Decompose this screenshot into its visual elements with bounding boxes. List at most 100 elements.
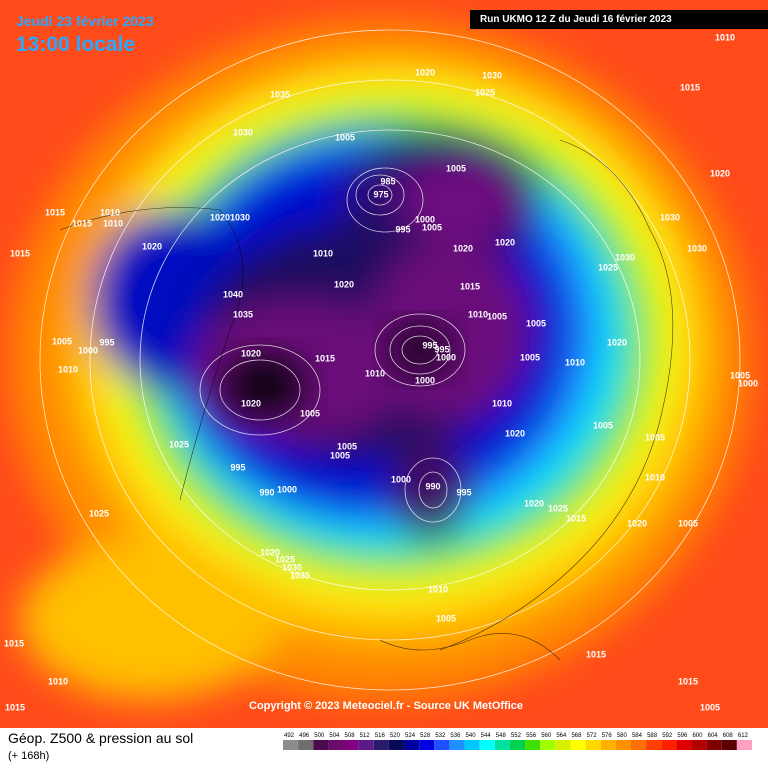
scale-label: 520 [390,733,401,739]
pressure-label: 1020 [627,518,647,528]
scale-swatch [298,740,314,750]
scale-swatch [328,740,344,750]
pressure-label: 1020 [453,243,473,253]
pressure-label: 1035 [290,570,310,580]
pressure-label: 1020 [241,398,261,408]
pressure-label: 1000 [415,375,435,385]
pressure-label: 1015 [5,702,25,712]
pressure-label: 1005 [300,408,320,418]
pressure-label: 1020 [495,237,515,247]
pressure-label: 1010 [715,32,735,42]
scale-swatch [525,740,541,750]
forecast-date: Jeudi 23 février 2023 [16,13,154,29]
pressure-label: 1015 [72,218,92,228]
color-scale: 492 496 500 504 508 512 516 520 524 528 532 536 540 5… [283,733,752,750]
scale-swatch [691,740,707,750]
scale-swatch [479,740,495,750]
pressure-label: 995 [395,224,410,234]
pressure-label: 1025 [598,262,618,272]
scale-label: 568 [571,733,582,739]
pressure-label: 1005 [526,318,546,328]
scale-label: 516 [375,733,386,739]
pressure-label: 1030 [482,70,502,80]
pressure-label: 1010 [58,364,78,374]
scale-label: 536 [450,733,461,739]
pressure-label: 1010 [645,472,665,482]
scale-swatch [464,740,480,750]
scale-swatch [706,740,722,750]
pressure-label: 1005 [330,450,350,460]
pressure-label: 1000 [277,484,297,494]
pressure-label: 1010 [100,207,120,217]
pressure-label: 1020 [210,212,230,222]
pressure-label: 1015 [315,353,335,363]
pressure-label: 1000 [391,474,411,484]
scale-label: 552 [511,733,522,739]
pressure-label: 995 [99,337,114,347]
pressure-label: 1030 [660,212,680,222]
scale-label: 596 [677,733,688,739]
scale-label: 504 [329,733,340,739]
pressure-label: 1025 [475,87,495,97]
scale-swatch [721,740,737,750]
pressure-label: 1015 [586,649,606,659]
pressure-label: 1015 [678,676,698,686]
pressure-label: 990 [425,481,440,491]
scale-label: 576 [602,733,613,739]
pressure-label: 975 [373,189,388,199]
scale-swatch [419,740,435,750]
pressure-label: 995 [434,344,449,354]
scale-label: 604 [708,733,719,739]
scale-swatch [661,740,677,750]
scale-label: 588 [647,733,658,739]
scale-swatch [509,740,526,750]
pressure-label: 1005 [337,441,357,451]
pressure-label: 990 [259,487,274,497]
scale-swatch [449,740,465,750]
scale-swatch [555,740,571,750]
scale-label: 492 [284,733,295,739]
scale-swatch [630,740,647,750]
pressure-label: 1005 [436,613,456,623]
scale-label: 524 [405,733,416,739]
pressure-label: 1015 [4,638,24,648]
scale-label: 532 [435,733,446,739]
scale-swatch [615,740,631,750]
pressure-label: 1015 [680,82,700,92]
scale-label: 584 [632,733,643,739]
scale-swatch [358,740,374,750]
pressure-label: 1010 [492,398,512,408]
scale-swatch [676,740,692,750]
pressure-label: 1000 [78,345,98,355]
pressure-label: 1030 [615,252,635,262]
scale-swatch [404,740,420,750]
scale-swatch [646,740,662,750]
pressure-label: 1010 [313,248,333,258]
pressure-label: 1005 [645,432,665,442]
scale-label: 512 [360,733,371,739]
pressure-label: 1020 [524,498,544,508]
scale-label: 612 [738,733,749,739]
pressure-label: 1015 [45,207,65,217]
scale-label: 528 [420,733,431,739]
pressure-label: 1010 [428,584,448,594]
pressure-label: 1005 [422,222,442,232]
pressure-label: 1030 [230,212,250,222]
scale-label: 500 [314,733,325,739]
scale-swatch [343,740,359,750]
scale-swatch [283,740,299,750]
scale-label: 572 [587,733,598,739]
pressure-label: 1010 [565,357,585,367]
pressure-label: 1020 [334,279,354,289]
pressure-label: 1010 [468,309,488,319]
pressure-label: 1040 [223,289,243,299]
pressure-label: 1025 [169,439,189,449]
pressure-label: 1005 [678,518,698,528]
pressure-label: 1015 [10,248,30,258]
pressure-label: 995 [230,462,245,472]
pressure-label: 1005 [593,420,613,430]
scale-swatch [388,740,405,750]
pressure-label: 1020 [142,241,162,251]
